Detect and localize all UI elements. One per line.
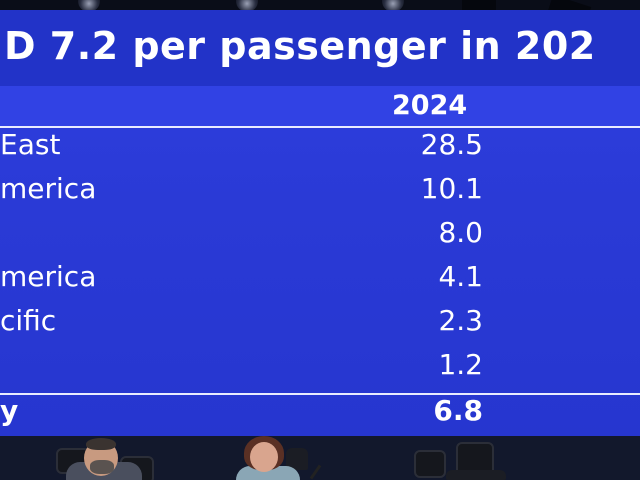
panelist-beard (90, 460, 114, 474)
table-row: cific 2.3 (0, 304, 640, 348)
table-row: 8.0 (0, 216, 640, 260)
region-label: merica (0, 260, 97, 293)
table-row: merica 10.1 (0, 172, 640, 216)
chair-base (446, 470, 506, 480)
projection-screen: D 7.2 per passenger in 202 2024 East 28.… (0, 10, 640, 440)
region-value: 1.2 (438, 348, 483, 381)
total-divider (0, 393, 640, 395)
region-label: cific (0, 304, 57, 337)
region-label: merica (0, 172, 97, 205)
slide-title-banner: D 7.2 per passenger in 202 (0, 10, 640, 86)
total-row: y 6.8 (0, 394, 640, 438)
table-row: East 28.5 (0, 128, 640, 172)
panel-stage (0, 436, 640, 480)
region-value: 28.5 (420, 128, 483, 161)
table-header-band (0, 86, 640, 126)
region-value: 4.1 (438, 260, 483, 293)
region-value: 10.1 (420, 172, 483, 205)
region-value: 8.0 (438, 216, 483, 249)
panelist-head (250, 442, 278, 472)
stage-light (236, 0, 258, 12)
microphone (309, 464, 322, 480)
table-row: merica 4.1 (0, 260, 640, 304)
region-value: 2.3 (438, 304, 483, 337)
chair (414, 450, 446, 478)
column-header-year: 2024 (392, 90, 468, 121)
header-divider (0, 126, 640, 128)
region-label: East (0, 128, 61, 161)
stage-light (382, 0, 404, 12)
total-value: 6.8 (433, 394, 483, 427)
slide-title: D 7.2 per passenger in 202 (4, 24, 596, 68)
panelist-hair (86, 438, 116, 450)
chair (286, 448, 308, 470)
panelist-torso (236, 466, 300, 480)
total-label: y (0, 394, 19, 427)
stage-light (78, 0, 100, 12)
table-row: 1.2 (0, 348, 640, 392)
